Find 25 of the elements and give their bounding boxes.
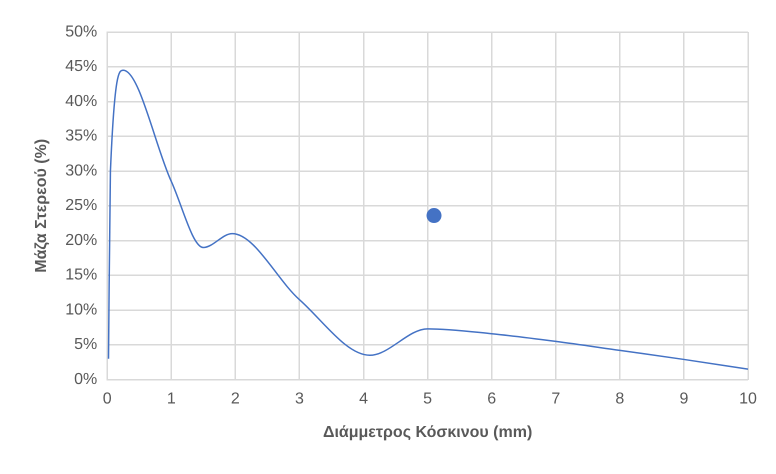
y-tick-label: 10% [65, 301, 98, 318]
y-axis-title: Μάζα Στερεού (%) [33, 138, 50, 273]
y-tick-label: 15% [65, 266, 98, 284]
y-tick-label: 45% [65, 58, 98, 76]
x-tick-label: 2 [230, 390, 240, 408]
x-tick-label: 0 [102, 390, 112, 408]
y-tick-label: 30% [65, 162, 98, 180]
x-tick-label: 1 [166, 390, 176, 408]
x-tick-label: 10 [739, 390, 757, 408]
y-tick-label: 40% [65, 92, 98, 110]
x-tick-label: 8 [615, 390, 624, 408]
x-tick-label: 6 [487, 390, 496, 408]
x-tick-label: 5 [423, 390, 432, 408]
y-tick-label: 25% [65, 197, 98, 214]
y-tick-label: 20% [65, 232, 98, 249]
line-series [108, 69, 748, 370]
y-tick-label: 50% [65, 23, 98, 40]
y-tick-label: 5% [74, 336, 98, 354]
y-tick-label: 0% [74, 371, 98, 388]
x-tick-label: 4 [359, 390, 368, 408]
x-tick-label: 9 [679, 390, 688, 408]
y-tick-label: 35% [65, 128, 98, 145]
x-axis-title: Διάμμετρος Κόσκινου (mm) [322, 424, 532, 441]
x-tick-label: 3 [295, 390, 304, 408]
x-tick-label: 7 [551, 390, 560, 408]
